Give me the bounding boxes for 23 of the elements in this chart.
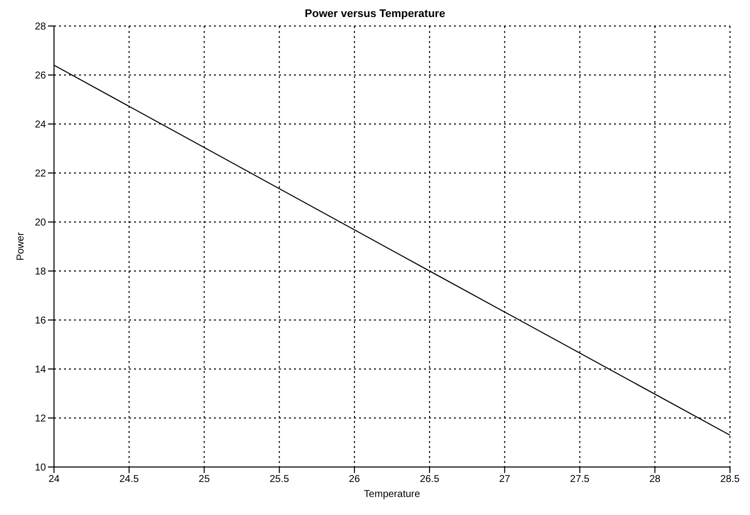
- y-tick-label: 22: [34, 168, 46, 180]
- x-tick-label: 26.5: [420, 474, 440, 486]
- x-tick-label: 24: [48, 474, 60, 486]
- y-tick-label: 14: [34, 364, 46, 376]
- y-axis-title: Power: [16, 232, 27, 261]
- x-tick-label: 24.5: [119, 474, 140, 486]
- y-tick-label: 10: [34, 462, 46, 474]
- x-axis-title: Temperature: [364, 489, 421, 500]
- y-tick-label: 26: [34, 70, 46, 82]
- x-tick-label: 25: [198, 474, 210, 486]
- x-tick-label: 28.5: [720, 474, 740, 486]
- x-tick-label: 25.5: [270, 474, 290, 486]
- x-tick-label: 27: [499, 474, 511, 486]
- x-tick-label: 27.5: [570, 474, 590, 486]
- y-tick-label: 12: [34, 414, 46, 425]
- y-tick-label: 28: [34, 22, 46, 33]
- x-tick-label: 28: [649, 474, 661, 486]
- y-tick-label: 24: [34, 120, 46, 131]
- chart-title: Power versus Temperature: [304, 8, 446, 22]
- y-tick-label: 20: [34, 218, 46, 229]
- y-tick-label: 16: [34, 316, 46, 327]
- x-tick-label: 26: [348, 474, 360, 486]
- y-tick-label: 18: [34, 266, 46, 278]
